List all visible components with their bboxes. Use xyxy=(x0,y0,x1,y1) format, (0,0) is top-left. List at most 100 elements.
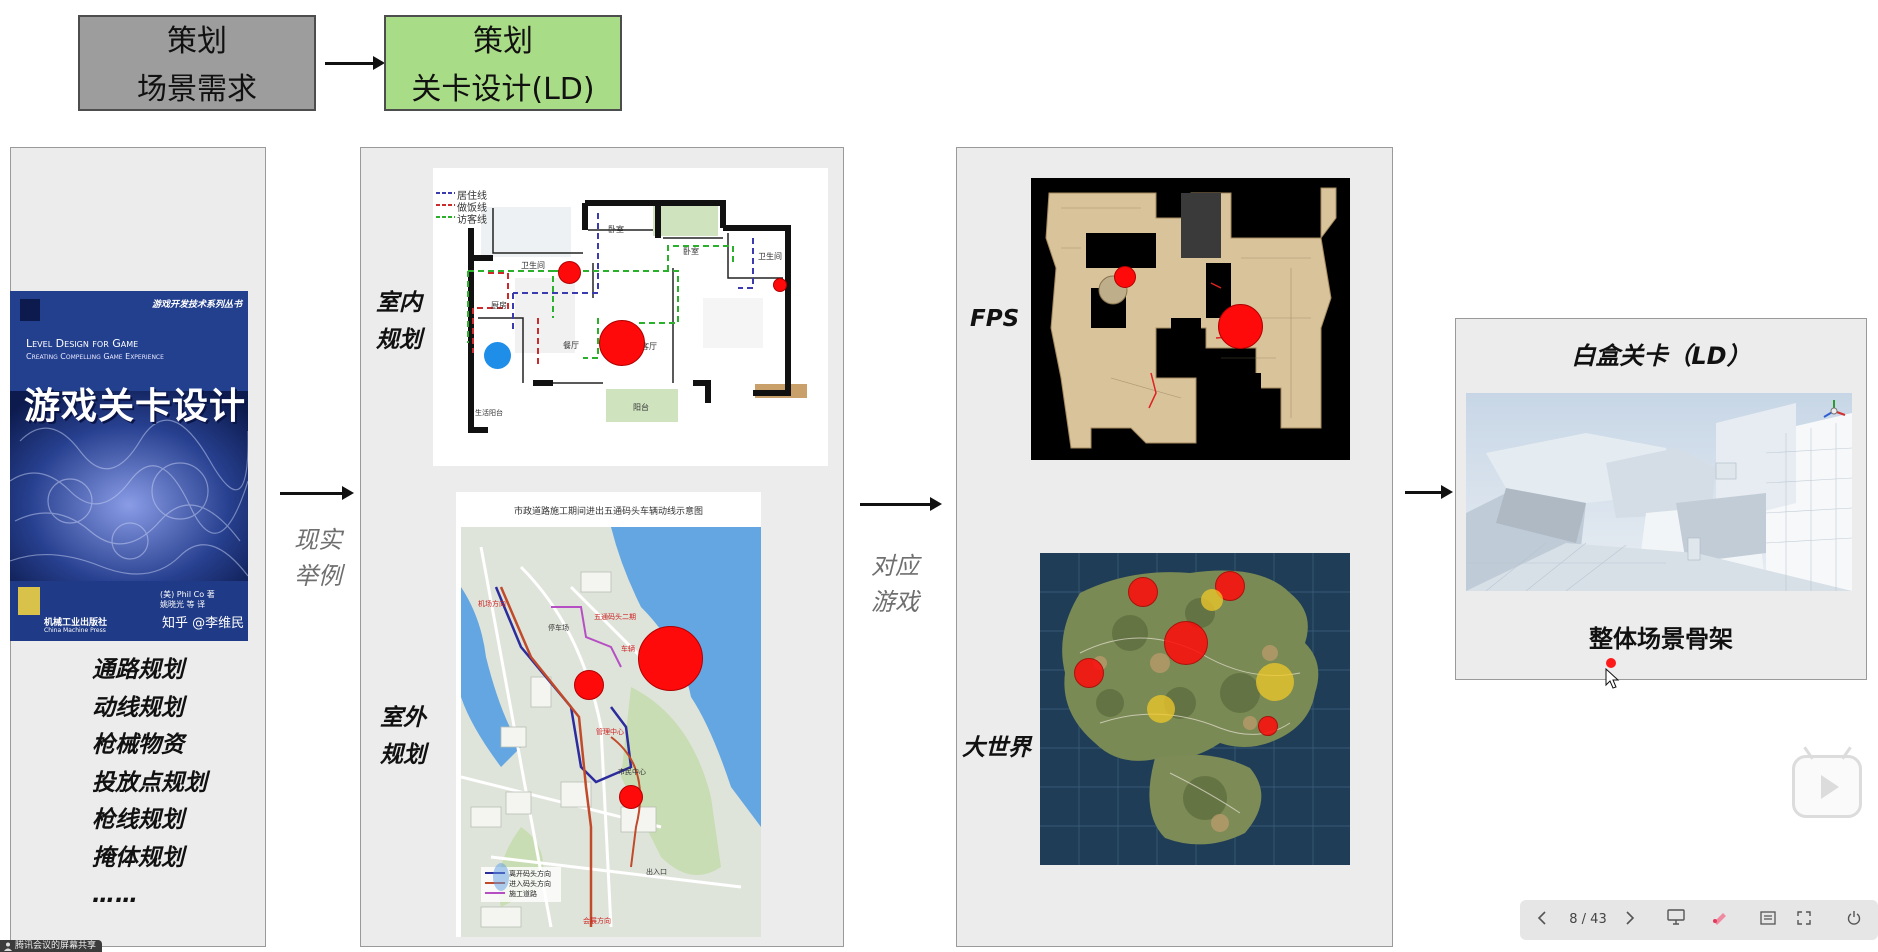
flow-box-level-design: 策划 关卡设计(LD) xyxy=(384,15,622,111)
label-real-example: 现实 举例 xyxy=(278,522,358,594)
axis-gizmo-icon xyxy=(1820,397,1848,425)
outdoor-map-title: 市政道路施工期间进出五通码头车辆动线示意图 xyxy=(466,504,751,517)
laser-pointer-dot xyxy=(1606,658,1616,668)
laser-pointer-button[interactable] xyxy=(1706,908,1734,932)
result-caption: 整体场景骨架 xyxy=(1455,619,1867,654)
open-world-marker-yellow-2 xyxy=(1256,663,1294,701)
fps-label: FPS xyxy=(970,306,1019,332)
flow-box-scene-requirements-line2: 场景需求 xyxy=(80,65,314,113)
whitebox-level-drawing xyxy=(1466,393,1852,591)
book-translators: 姚晓光 等 译 xyxy=(160,599,205,610)
outdoor-map-label-management: 管理中心 xyxy=(596,727,624,737)
book-publisher-en: China Machine Press xyxy=(44,627,106,634)
book-title-en-1: Level Design for Game xyxy=(26,337,138,350)
notes-button[interactable] xyxy=(1754,908,1782,932)
open-world-marker-yellow-3 xyxy=(1147,695,1175,723)
outdoor-map-label-pier: 五通码头二期 xyxy=(594,612,636,622)
outdoor-map-marker-center xyxy=(619,785,643,809)
label-corresponding-game-line1: 对应 xyxy=(855,548,935,584)
floorplan-room-kitchen: 厨房 xyxy=(491,300,507,311)
outdoor-map-marker-pier xyxy=(638,626,703,691)
open-world-marker-1 xyxy=(1128,577,1158,607)
book-title-en-2: Creating Compelling Game Experience xyxy=(26,352,164,361)
open-world-label: 大世界 xyxy=(962,728,1031,762)
book-series: 游戏开发技术系列丛书 xyxy=(152,297,242,310)
prev-page-button[interactable] xyxy=(1530,908,1554,932)
open-world-marker-yellow-1 xyxy=(1201,589,1223,611)
video-play-icon-ear-left xyxy=(1803,746,1813,759)
outdoor-map-label-civic: 市民中心 xyxy=(618,767,646,777)
list-item-gun-lines: 枪线规划 xyxy=(92,802,262,840)
floorplan-drawing xyxy=(433,168,828,466)
outdoor-map-label-entrance: 出入口 xyxy=(646,867,667,877)
flow-box-scene-requirements-line1: 策划 xyxy=(80,17,314,65)
book-title-cn: 游戏关卡设计 xyxy=(24,377,246,429)
outdoor-map-label-airport: 机场方向 xyxy=(478,599,506,609)
floorplan-room-bedroom-1: 卧室 xyxy=(608,224,624,235)
floorplan-legend-visitor: 访客线 xyxy=(457,211,487,226)
outdoor-map-legend-enter: 进入码头方向 xyxy=(509,879,551,889)
open-world-marker-3 xyxy=(1164,621,1208,665)
presentation-toolbar: 8 / 43 xyxy=(1520,900,1878,940)
floorplan-marker-living xyxy=(599,320,645,366)
floorplan-room-bathroom-1: 卫生间 xyxy=(521,260,545,271)
planning-list: 通路规划 动线规划 枪械物资 投放点规划 枪线规划 掩体规划 …… xyxy=(92,652,262,915)
flow-arrow-top xyxy=(325,62,375,65)
video-play-triangle xyxy=(1821,775,1839,799)
outdoor-map-label-parking: 停车场 xyxy=(548,623,569,633)
list-item-weapons: 枪械物资 xyxy=(92,727,262,765)
outdoor-map-legend-leave: 离开码头方向 xyxy=(509,869,551,879)
screen-share-button[interactable] xyxy=(1662,908,1690,932)
outdoor-map-label-vehicles: 车辆 xyxy=(621,644,635,654)
fps-map-drawing xyxy=(1031,178,1350,460)
user-icon xyxy=(4,942,12,951)
outdoor-map-label-expo: 会展方向 xyxy=(583,916,611,926)
indoor-label: 室内 规划 xyxy=(376,285,422,359)
outdoor-label-line1: 室外 xyxy=(380,700,426,737)
monitor-icon xyxy=(1667,909,1685,925)
list-item-flow: 动线规划 xyxy=(92,690,262,728)
open-world-marker-4 xyxy=(1074,658,1104,688)
floorplan-room-bathroom-2: 卫生间 xyxy=(758,251,782,262)
label-real-example-line2: 举例 xyxy=(278,558,358,594)
outdoor-map-legend-construction: 施工道路 xyxy=(509,889,537,899)
indoor-label-line2: 规划 xyxy=(376,322,422,359)
flow-box-level-design-line1: 策划 xyxy=(386,17,620,65)
chevron-right-icon xyxy=(1625,911,1635,925)
chevron-left-icon xyxy=(1537,911,1547,925)
page-indicator: 8 / 43 xyxy=(1560,908,1616,932)
floorplan-room-bedroom-2: 卧室 xyxy=(683,246,699,257)
list-item-path: 通路规划 xyxy=(92,652,262,690)
label-real-example-line1: 现实 xyxy=(278,522,358,558)
floorplan-room-utility-balcony: 生活阳台 xyxy=(475,408,503,418)
open-world-marker-5 xyxy=(1258,716,1278,736)
indoor-label-line1: 室内 xyxy=(376,285,422,322)
list-item-drop-points: 投放点规划 xyxy=(92,765,262,803)
book-cover: 游戏开发技术系列丛书 Level Design for Game Creatin… xyxy=(10,291,248,641)
fps-map-image xyxy=(1031,178,1350,460)
open-world-map-drawing xyxy=(1040,553,1350,865)
outdoor-map-image: 市政道路施工期间进出五通码头车辆动线示意图 xyxy=(456,492,761,937)
fullscreen-button[interactable] xyxy=(1790,908,1818,932)
flow-box-scene-requirements: 策划 场景需求 xyxy=(78,15,316,111)
screen-share-status-text: 腾讯会议的屏幕共享 xyxy=(15,940,96,952)
power-icon xyxy=(1847,910,1861,925)
video-play-icon-ear-right xyxy=(1841,746,1851,759)
arrow-to-planning xyxy=(280,492,344,495)
whitebox-level-image xyxy=(1466,393,1852,591)
floorplan-marker-bathroom-2 xyxy=(773,278,787,292)
flow-box-level-design-line2: 关卡设计(LD) xyxy=(386,65,620,113)
next-page-button[interactable] xyxy=(1618,908,1642,932)
exit-button[interactable] xyxy=(1840,908,1868,932)
outdoor-map-marker-parking xyxy=(574,670,604,700)
floorplan-marker-kitchen xyxy=(484,342,511,369)
mouse-cursor-icon xyxy=(1605,668,1621,690)
arrow-to-result xyxy=(1405,491,1443,494)
video-play-icon[interactable] xyxy=(1792,755,1862,818)
arrow-to-games xyxy=(860,503,932,506)
result-title: 白盒关卡（LD） xyxy=(1455,336,1867,371)
fps-map-marker-small xyxy=(1114,266,1136,288)
floorplan-room-balcony: 阳台 xyxy=(633,402,649,413)
list-item-cover: 掩体规划 xyxy=(92,840,262,878)
list-item-more: …… xyxy=(92,877,262,915)
